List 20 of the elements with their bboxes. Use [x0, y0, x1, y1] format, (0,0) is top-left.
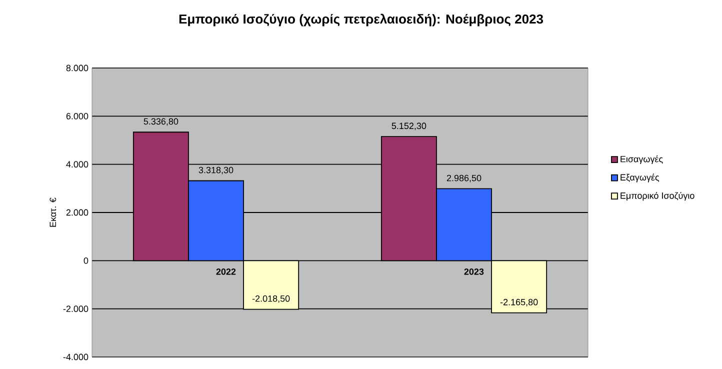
legend-label: Εξαγωγές [620, 174, 660, 182]
data-label: -2.018,50 [252, 295, 290, 303]
y-tick-label: 6.000 [66, 112, 88, 120]
y-tick-label: -4.000 [63, 354, 88, 360]
y-tick-label: 2.000 [66, 209, 88, 216]
data-label: 5.336,80 [144, 118, 178, 126]
legend-label: Εισαγωγές [620, 155, 663, 164]
x-tick-label: 2023 [464, 268, 484, 275]
chart-title: Εμπορικό Ισοζύγιο (χωρίς πετρελαιοειδή): Νοέμβριος 2023 [179, 14, 544, 26]
y-tick-label: -2.000 [63, 306, 88, 312]
data-label: -2.165,80 [500, 298, 538, 306]
data-label: 3.318,30 [198, 166, 234, 174]
y-tick-label: 4.000 [66, 161, 88, 168]
y-axis-title: Εκατ. € [50, 198, 56, 227]
y-tick-label: 8.000 [66, 64, 88, 72]
y-tick-label: 0 [84, 257, 88, 264]
x-tick-label: 2022 [216, 268, 236, 275]
data-label: 2.986,50 [446, 174, 482, 182]
legend-label: Εμπορικό Ισοζύγιο [620, 192, 694, 201]
data-label: 5.152,30 [392, 122, 426, 130]
